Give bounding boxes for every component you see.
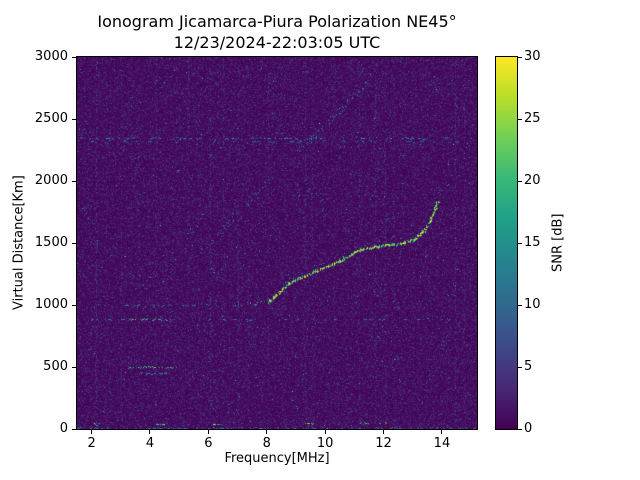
colorbar-tick-mark — [518, 56, 522, 58]
y-axis-label: Virtual Distance[Km] — [11, 175, 27, 311]
y-tick-mark — [72, 304, 76, 306]
x-tick-label: 8 — [262, 436, 271, 451]
y-tick-mark — [72, 180, 76, 182]
x-tick-mark — [91, 430, 93, 434]
colorbar-tick-label: 10 — [524, 297, 541, 312]
colorbar-tick-label: 25 — [524, 111, 541, 126]
x-tick-label: 12 — [375, 436, 392, 451]
colorbar-tick-label: 20 — [524, 173, 541, 188]
colorbar-tick-label: 15 — [524, 235, 541, 250]
chart-subtitle: 12/23/2024-22:03:05 UTC — [173, 33, 381, 52]
y-tick-label: 500 — [43, 359, 68, 374]
colorbar-tick-mark — [518, 304, 522, 306]
y-tick-label: 1500 — [34, 235, 68, 250]
x-tick-label: 6 — [204, 436, 213, 451]
y-tick-mark — [72, 118, 76, 120]
x-tick-mark — [324, 430, 326, 434]
x-tick-label: 10 — [316, 436, 334, 451]
y-tick-label: 1000 — [34, 297, 68, 312]
chart-title: Ionogram Jicamarca-Piura Polarization NE… — [97, 12, 457, 31]
colorbar-tick-mark — [518, 428, 522, 430]
x-tick-mark — [383, 430, 385, 434]
y-tick-mark — [72, 56, 76, 58]
colorbar-tick-label: 0 — [524, 421, 533, 436]
y-tick-mark — [72, 366, 76, 368]
y-tick-mark — [72, 242, 76, 244]
y-tick-label: 0 — [59, 421, 68, 436]
colorbar — [495, 56, 518, 430]
y-tick-mark — [72, 428, 76, 430]
x-tick-mark — [207, 430, 209, 434]
x-tick-label: 4 — [145, 436, 155, 451]
colorbar-tick-mark — [518, 366, 522, 368]
x-tick-mark — [441, 430, 443, 434]
y-tick-label: 2000 — [34, 173, 68, 188]
plot-area — [76, 56, 478, 430]
x-tick-mark — [266, 430, 268, 434]
colorbar-tick-mark — [518, 118, 522, 120]
x-tick-label: 14 — [433, 436, 451, 451]
x-tick-mark — [149, 430, 151, 434]
y-tick-label: 2500 — [34, 111, 68, 126]
colorbar-tick-label: 5 — [524, 359, 533, 374]
colorbar-tick-mark — [518, 180, 522, 182]
colorbar-tick-mark — [518, 242, 522, 244]
ionogram-heatmap — [77, 57, 477, 429]
x-tick-label: 2 — [87, 436, 96, 451]
colorbar-tick-label: 30 — [524, 49, 541, 64]
x-axis-label: Frequency[MHz] — [224, 451, 330, 466]
y-tick-label: 3000 — [34, 49, 68, 64]
colorbar-label: SNR [dB] — [550, 213, 566, 273]
